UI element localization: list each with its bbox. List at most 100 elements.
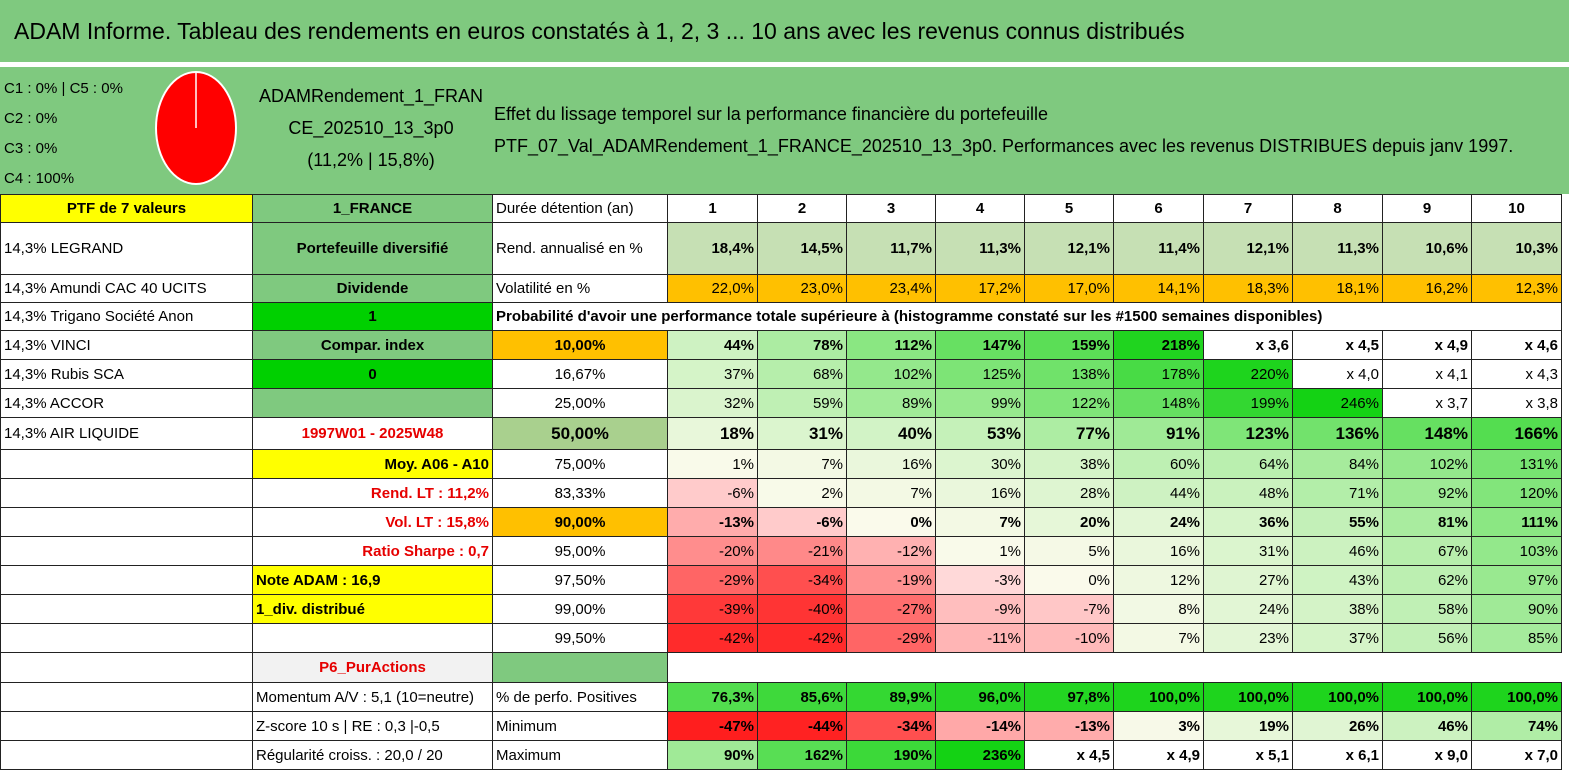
percentile-value: 138% — [1024, 359, 1114, 389]
percentile-value: 30% — [935, 449, 1025, 479]
sharpe-label: Ratio Sharpe : 0,7 — [252, 536, 493, 566]
rend-label: Rend. annualisé en % — [492, 222, 668, 275]
percentile-value: x 4,9 — [1382, 330, 1472, 360]
empty-cell — [0, 536, 253, 566]
max-value: 236% — [935, 740, 1025, 770]
percentile-value: 131% — [1471, 449, 1562, 479]
percentile-value: 27% — [1203, 565, 1293, 595]
proba-label: Probabilité d'avoir une performance tota… — [492, 302, 1562, 331]
percentile-value: 40% — [846, 417, 936, 450]
percentile-value: 0% — [846, 507, 936, 537]
percentile-label: 83,33% — [492, 478, 668, 508]
report-title: ADAM Informe. Tableau des rendements en … — [0, 0, 1569, 62]
table-row: Rend. LT : 11,2% 83,33% -6% 2% 7% 16% 28% 44% 48… — [0, 478, 1562, 508]
rend-lt-label: Rend. LT : 11,2% — [252, 478, 493, 508]
holding-name: 14,3% Trigano Société Anon — [0, 302, 253, 331]
percentile-value: -42% — [667, 623, 758, 653]
percentile-value: 218% — [1113, 330, 1204, 360]
percentile-value: 44% — [1113, 478, 1204, 508]
percentile-value: -29% — [846, 623, 936, 653]
year-header: 4 — [935, 194, 1025, 223]
percentile-value: 28% — [1024, 478, 1114, 508]
percentile-value: 7% — [846, 478, 936, 508]
percentile-value: -9% — [935, 594, 1025, 624]
percentile-value: 92% — [1382, 478, 1472, 508]
empty-cell — [0, 594, 253, 624]
rend-value: 11,7% — [846, 222, 936, 275]
percentile-value: 136% — [1292, 417, 1383, 450]
returns-table: PTF de 7 valeurs 1_FRANCE Durée détention … — [0, 194, 1562, 770]
percentile-value: 23% — [1203, 623, 1293, 653]
legend-line: C3 : 0% — [4, 140, 58, 157]
percentile-label: 25,00% — [492, 388, 668, 418]
percentile-value: -3% — [935, 565, 1025, 595]
rend-value: 11,3% — [935, 222, 1025, 275]
table-row: 14,3% Trigano Société Anon 1 Probabilité d… — [0, 302, 1562, 331]
rend-value: 11,4% — [1113, 222, 1204, 275]
percentile-value: 123% — [1203, 417, 1293, 450]
effect-line: Effet du lissage temporel sur la perform… — [494, 104, 1048, 124]
percentile-value: 56% — [1382, 623, 1472, 653]
percentile-value: 18% — [667, 417, 758, 450]
rend-value: 12,1% — [1024, 222, 1114, 275]
empty-cell — [0, 711, 253, 741]
pos-label: % de perfo. Positives — [492, 682, 668, 712]
pos-value: 97,8% — [1024, 682, 1114, 712]
year-header: 8 — [1292, 194, 1383, 223]
percentile-label: 16,67% — [492, 359, 668, 389]
percentile-value: -6% — [757, 507, 847, 537]
table-row: 14,3% LEGRAND Portefeuille diversifié Rend… — [0, 222, 1562, 275]
table-row: PTF de 7 valeurs 1_FRANCE Durée détention … — [0, 194, 1562, 223]
zscore-label: Z-score 10 s | RE : 0,3 |-0,5 — [252, 711, 493, 741]
percentile-value: 67% — [1382, 536, 1472, 566]
rend-value: 12,1% — [1203, 222, 1293, 275]
percentile-value: -13% — [667, 507, 758, 537]
percentile-value: -6% — [667, 478, 758, 508]
holding-name: 14,3% Rubis SCA — [0, 359, 253, 389]
max-value: x 6,1 — [1292, 740, 1383, 770]
vol-value: 23,4% — [846, 274, 936, 303]
duration-label: Durée détention (an) — [492, 194, 668, 223]
percentile-value: 44% — [667, 330, 758, 360]
percentile-value: 24% — [1113, 507, 1204, 537]
empty-cell — [0, 565, 253, 595]
percentile-value: 12% — [1113, 565, 1204, 595]
vol-value: 18,1% — [1292, 274, 1383, 303]
period-label: 1997W01 - 2025W48 — [252, 417, 493, 450]
pos-value: 100,0% — [1382, 682, 1472, 712]
min-value: -13% — [1024, 711, 1114, 741]
year-header: 5 — [1024, 194, 1114, 223]
holding-name: 14,3% VINCI — [0, 330, 253, 360]
percentile-value: 7% — [1113, 623, 1204, 653]
percentile-value: -34% — [757, 565, 847, 595]
percentile-value: 1% — [667, 449, 758, 479]
percentile-value: 199% — [1203, 388, 1293, 418]
max-value: x 5,1 — [1203, 740, 1293, 770]
table-row: P6_PurActions — [0, 652, 1562, 683]
percentile-value: 68% — [757, 359, 847, 389]
empty-cell — [668, 653, 1562, 683]
percentile-value: 81% — [1382, 507, 1472, 537]
percentile-value: 90% — [1471, 594, 1562, 624]
year-header: 3 — [846, 194, 936, 223]
table-row: Ratio Sharpe : 0,7 95,00% -20% -21% -12% 1% 5%… — [0, 536, 1562, 566]
table-row: 14,3% Amundi CAC 40 UCITS Dividende Volati… — [0, 274, 1562, 303]
year-header: 2 — [757, 194, 847, 223]
legend-line: C1 : 0% | C5 : 0% — [4, 80, 123, 97]
percentile-value: 31% — [757, 417, 847, 450]
max-label: Maximum — [492, 740, 668, 770]
pos-value: 96,0% — [935, 682, 1025, 712]
rend-value: 11,3% — [1292, 222, 1383, 275]
effect-description: Effet du lissage temporel sur la perform… — [494, 98, 1513, 162]
percentile-value: 166% — [1471, 417, 1562, 450]
compar-value: 0 — [252, 359, 493, 389]
pos-value: 76,3% — [667, 682, 758, 712]
year-header: 1 — [667, 194, 758, 223]
table-row: Vol. LT : 15,8% 90,00% -13% -6% 0% 7% 20% 24% 36… — [0, 507, 1562, 537]
percentile-value: 147% — [935, 330, 1025, 360]
regularity-label: Régularité croiss. : 20,0 / 20 — [252, 740, 493, 770]
year-header: 7 — [1203, 194, 1293, 223]
percentile-value: 62% — [1382, 565, 1472, 595]
table-row: 99,50% -42% -42% -29% -11% -10% 7% 23% 37% 56% 85% — [0, 623, 1562, 653]
